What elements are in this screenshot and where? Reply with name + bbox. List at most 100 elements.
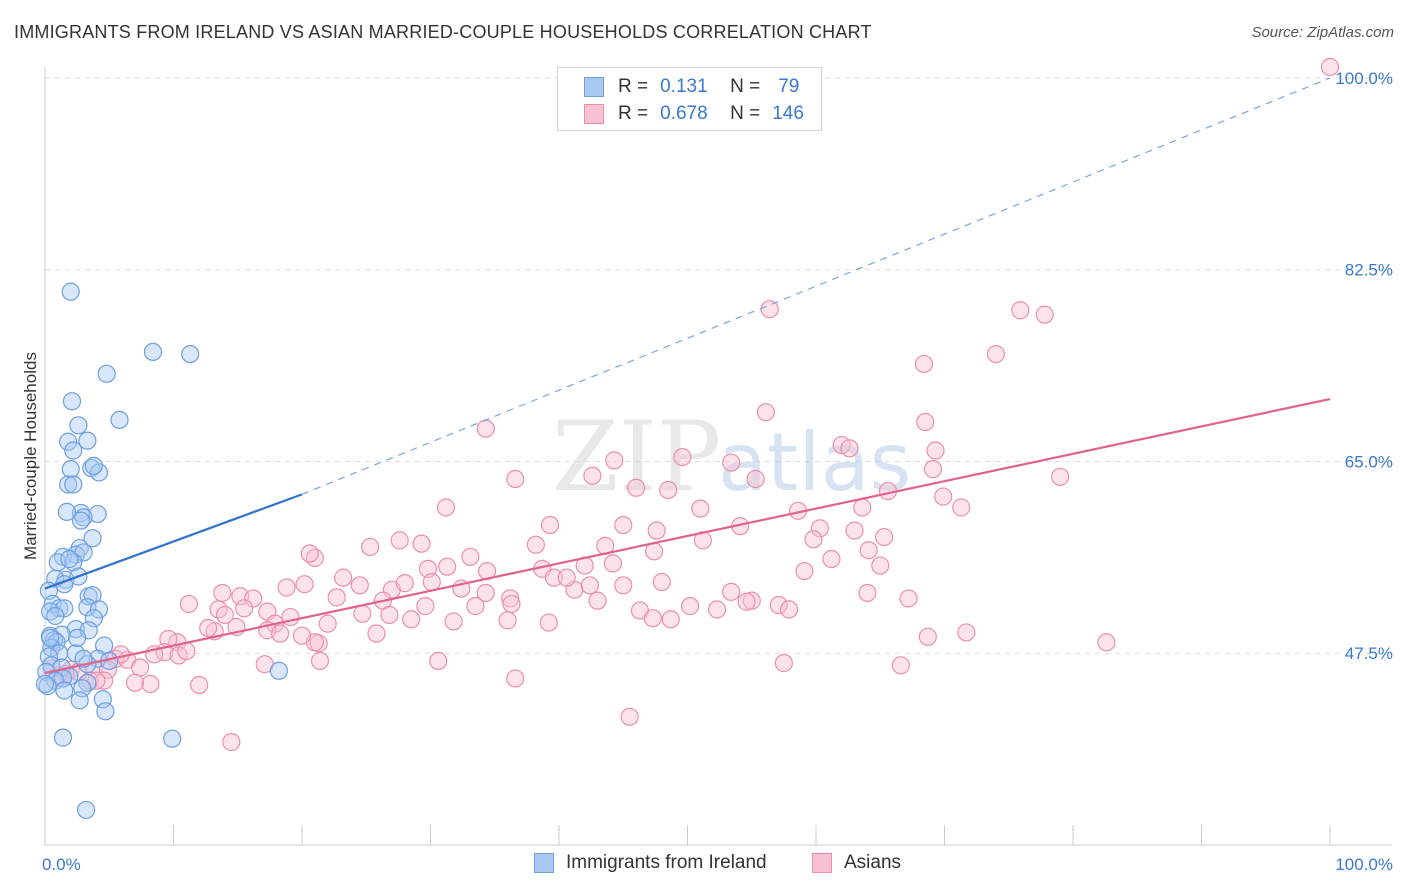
- point-asians: [436, 498, 456, 517]
- point-ireland: [57, 502, 76, 521]
- legend-swatch-asians: [584, 104, 604, 124]
- point-asians: [380, 605, 399, 624]
- point-asians: [476, 583, 495, 603]
- point-asians: [580, 576, 599, 595]
- legend-n-value: 79: [778, 76, 800, 97]
- legend-n-value: 146: [772, 103, 804, 124]
- point-asians: [957, 623, 976, 642]
- point-asians: [661, 610, 680, 629]
- chart-source: Source: ZipAtlas.com: [1251, 24, 1394, 41]
- point-asians: [402, 610, 421, 629]
- point-ireland: [74, 508, 93, 527]
- trend-line-ireland: [44, 493, 303, 590]
- bottom-legend-label-ireland: Immigrants from Ireland: [566, 852, 767, 873]
- point-asians: [130, 658, 150, 677]
- bottom-legend-asians[interactable]: Asians: [812, 852, 901, 874]
- y-tick-label: 100.0%: [1335, 69, 1393, 88]
- point-asians: [300, 544, 319, 563]
- point-ireland: [88, 504, 107, 524]
- point-asians: [810, 519, 829, 538]
- point-asians: [466, 597, 485, 616]
- legend-row-ireland: R = 0.131 N = 79: [584, 75, 799, 99]
- point-asians: [916, 412, 935, 432]
- bottom-legend-ireland[interactable]: Immigrants from Ireland: [534, 852, 767, 874]
- legend-swatch-ireland: [584, 77, 604, 97]
- point-asians: [875, 527, 894, 547]
- point-asians: [756, 403, 775, 422]
- point-asians: [476, 419, 495, 438]
- point-asians: [350, 576, 369, 595]
- point-ireland: [55, 681, 74, 700]
- point-ireland: [61, 282, 80, 301]
- point-ireland: [62, 392, 82, 411]
- watermark: ZIP atlas: [552, 401, 911, 513]
- point-asians: [544, 568, 563, 587]
- point-ireland: [97, 364, 116, 383]
- point-asians: [603, 554, 623, 573]
- point-asians: [190, 675, 209, 695]
- point-asians: [614, 576, 633, 595]
- point-asians: [215, 605, 234, 624]
- point-asians: [506, 669, 525, 688]
- point-asians: [353, 604, 372, 623]
- trend-layer: [44, 77, 1331, 675]
- point-asians: [367, 624, 386, 643]
- point-ireland: [78, 598, 97, 617]
- point-ireland: [143, 342, 163, 362]
- point-asians: [141, 674, 160, 694]
- point-asians: [774, 654, 793, 673]
- point-asians: [647, 521, 666, 540]
- chart-title: IMMIGRANTS FROM IRELAND VS ASIAN MARRIED…: [14, 22, 872, 42]
- point-asians: [526, 535, 545, 554]
- point-asians: [327, 588, 346, 607]
- y-tick-label: 82.5%: [1345, 261, 1393, 280]
- watermark-zip: ZIP: [552, 401, 721, 513]
- point-ireland: [89, 600, 109, 619]
- point-ireland: [61, 460, 80, 479]
- point-ireland: [59, 432, 78, 451]
- point-asians: [412, 534, 431, 553]
- point-asians: [429, 651, 448, 671]
- trend-line-ireland-extension: [301, 77, 1331, 495]
- point-asians: [605, 451, 624, 470]
- point-asians: [620, 707, 639, 726]
- point-asians: [918, 627, 937, 646]
- bottom-legend-label-asians: Asians: [844, 852, 902, 873]
- bottom-legend-swatch-asians: [812, 853, 832, 873]
- point-ireland: [78, 673, 97, 692]
- point-asians: [1011, 301, 1030, 320]
- point-asians: [502, 594, 521, 614]
- label-layer: 100.0% 82.5% 65.0% 47.5% 0.0% 100.0% Married-c…: [21, 69, 1393, 874]
- point-ireland: [163, 729, 182, 748]
- axis-layer: [44, 67, 1392, 846]
- legend-r-value: 0.678: [660, 103, 708, 124]
- y-tick-label: 65.0%: [1345, 452, 1393, 471]
- point-asians: [1097, 633, 1116, 652]
- point-asians: [422, 572, 441, 592]
- trend-line-asians: [44, 397, 1331, 675]
- point-ireland: [64, 475, 83, 494]
- watermark-atlas: atlas: [718, 416, 911, 509]
- point-asians: [986, 344, 1006, 364]
- point-asians: [318, 614, 337, 633]
- point-asians: [859, 541, 878, 560]
- point-asians: [746, 469, 765, 489]
- x-tick-label: 0.0%: [42, 855, 81, 874]
- point-asians: [934, 487, 953, 506]
- point-asians: [461, 547, 480, 566]
- point-asians: [737, 592, 756, 611]
- point-asians: [390, 531, 409, 550]
- point-asians: [179, 594, 199, 614]
- y-tick-label: 47.5%: [1345, 644, 1393, 663]
- point-asians: [858, 583, 877, 603]
- legend-r-label: R =: [618, 76, 649, 97]
- point-ireland: [77, 800, 96, 820]
- point-asians: [395, 574, 414, 593]
- point-asians: [643, 609, 662, 628]
- point-ireland: [60, 549, 79, 569]
- point-asians: [199, 618, 218, 638]
- point-asians: [845, 521, 864, 540]
- point-asians: [277, 578, 296, 597]
- point-ireland: [35, 674, 55, 694]
- point-asians: [222, 732, 241, 752]
